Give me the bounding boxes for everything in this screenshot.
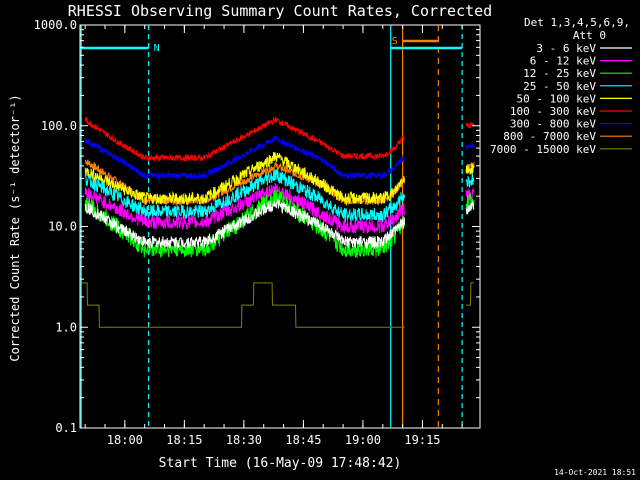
footer-date: 14-Oct-2021 18:51 bbox=[554, 468, 636, 477]
x-tick-label: 18:45 bbox=[285, 433, 321, 447]
plot-area: NS bbox=[79, 24, 481, 429]
x-axis-label: Start Time (16-May-09 17:48:42) bbox=[159, 456, 402, 471]
x-tick-label: 19:15 bbox=[404, 433, 440, 447]
series-line bbox=[84, 182, 475, 234]
y-tick-label: 0.1 bbox=[55, 421, 77, 435]
y-tick-label: 1.0 bbox=[55, 320, 77, 334]
legend-item-label: 25 - 50 keV bbox=[523, 80, 596, 93]
series-line bbox=[84, 115, 475, 163]
series-line bbox=[81, 282, 474, 328]
x-tick-label: 18:15 bbox=[166, 433, 202, 447]
chart-title: RHESSI Observing Summary Count Rates, Co… bbox=[68, 2, 492, 20]
legend-item-label: 300 - 800 keV bbox=[510, 118, 596, 131]
legend-item-label: 50 - 100 keV bbox=[517, 92, 597, 105]
legend-item-label: 100 - 300 keV bbox=[510, 105, 596, 118]
legend-item-label: 6 - 12 keV bbox=[530, 55, 597, 68]
series-line bbox=[84, 168, 475, 224]
y-tick-label: 10.0 bbox=[48, 220, 77, 234]
legend-item-label: 3 - 6 keV bbox=[536, 42, 596, 55]
y-axis: 0.1 1.0 10.0 100.0 1000.0 bbox=[34, 18, 480, 435]
series-line bbox=[84, 151, 475, 207]
series-line bbox=[84, 135, 475, 181]
legend-header-line1: Det 1,3,4,5,6,9, bbox=[524, 16, 630, 29]
x-axis: 18:00 18:15 18:30 18:45 19:00 19:15 bbox=[84, 25, 463, 447]
y-tick-label: 1000.0 bbox=[34, 18, 77, 32]
x-tick-label: 18:30 bbox=[226, 433, 262, 447]
night-annotation: N bbox=[154, 43, 160, 54]
saa-annotation: S bbox=[392, 36, 398, 47]
legend-item-label: 7000 - 15000 keV bbox=[490, 143, 596, 156]
legend-header-line2: Att 0 bbox=[573, 29, 606, 42]
y-axis-label: Corrected Count Rate (s⁻¹ detector⁻¹) bbox=[8, 94, 22, 361]
x-tick-label: 18:00 bbox=[107, 433, 143, 447]
y-tick-label: 100.0 bbox=[41, 119, 77, 133]
x-tick-label: 19:00 bbox=[345, 433, 381, 447]
legend-item-label: 800 - 7000 keV bbox=[503, 130, 596, 143]
legend-item-label: 12 - 25 keV bbox=[523, 67, 596, 80]
series-line bbox=[84, 198, 475, 250]
